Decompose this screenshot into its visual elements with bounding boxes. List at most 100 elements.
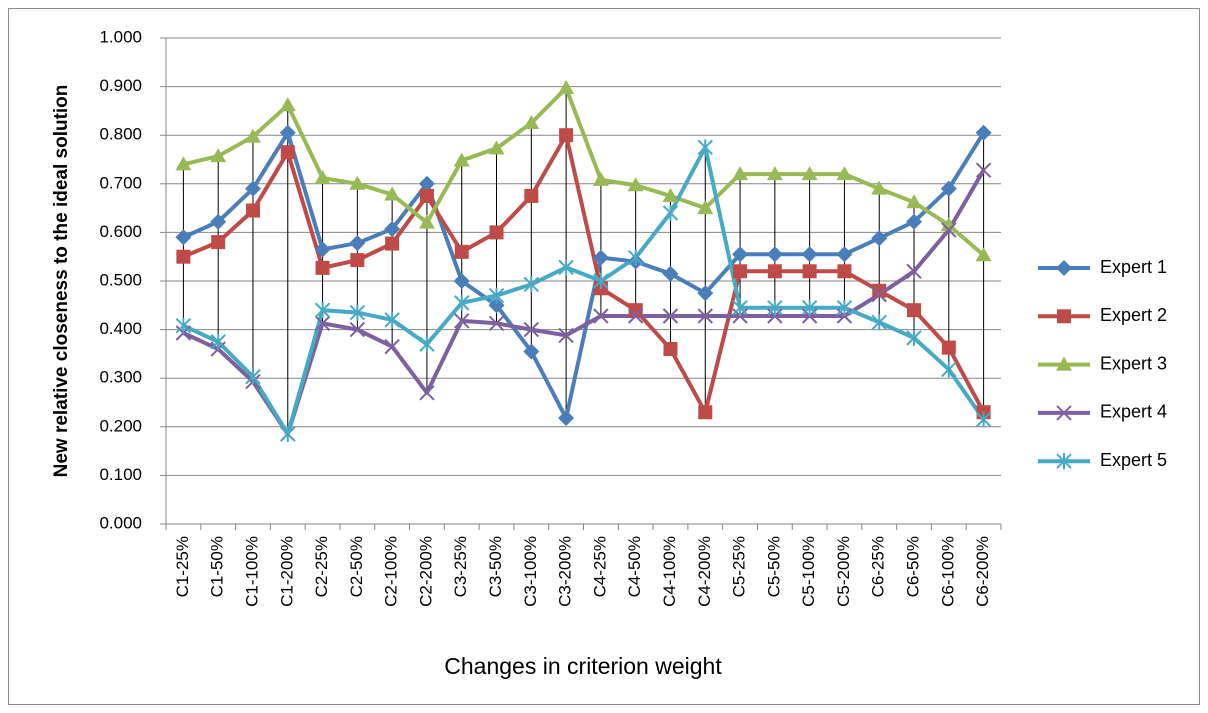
x-tick-label: C3-200% [556,536,575,607]
marker [697,139,713,156]
marker [175,156,192,171]
marker [836,299,853,316]
marker [662,265,679,282]
marker [698,405,713,420]
marker [975,124,992,141]
marker [1056,453,1072,470]
marker [801,299,818,316]
x-tick-label: C2-200% [416,536,435,607]
marker [1056,260,1072,276]
marker [523,343,540,360]
marker [593,273,609,289]
marker [801,166,818,181]
marker [314,315,331,331]
x-tick-label: C5-100% [799,536,818,607]
marker [384,186,401,201]
marker [384,338,400,355]
legend-label: Expert 1 [1100,257,1167,277]
x-tick-label: C3-100% [521,536,540,607]
marker [662,187,679,202]
marker [488,287,505,304]
x-tick-label: C6-25% [869,536,888,597]
marker [419,336,435,353]
y-tick-label: 0.300 [99,368,142,387]
marker [245,203,260,218]
marker [592,171,609,186]
marker [975,247,992,262]
marker [279,97,296,112]
marker [384,311,400,328]
marker [175,317,192,334]
marker [871,286,887,303]
x-tick-label: C1-100% [242,536,261,607]
marker [906,263,922,279]
marker [523,276,540,293]
marker [419,385,435,401]
marker [524,188,539,203]
marker [419,188,434,203]
marker [558,410,575,427]
marker [176,249,191,264]
marker [418,175,435,192]
legend-label: Expert 2 [1100,305,1167,325]
marker [907,303,922,318]
marker [349,321,366,338]
marker [906,329,922,346]
marker [940,217,957,232]
x-axis-title: Changes in criterion weight [444,653,722,679]
y-tick-label: 0.200 [99,416,142,435]
marker [349,175,366,190]
marker [975,411,992,428]
x-tick-label: C5-25% [730,536,749,597]
marker [523,321,540,338]
y-axis-title: New relative closeness to the ideal solu… [51,85,72,478]
marker [211,235,226,250]
marker [349,235,366,252]
y-tick-label: 0.700 [99,173,142,192]
marker [836,246,853,263]
x-tick-label: C3-50% [486,536,505,597]
marker [941,361,957,378]
marker [732,246,749,263]
marker [314,241,331,258]
x-tick-label: C1-25% [173,536,192,597]
y-tick-label: 0.100 [99,465,142,484]
y-tick-label: 1.000 [99,27,142,46]
marker [767,264,782,279]
legend-label: Expert 5 [1100,450,1167,470]
marker [766,166,783,181]
marker [418,214,435,229]
marker [837,264,852,279]
marker [593,308,609,324]
x-tick-label: C2-25% [312,536,331,597]
marker [592,249,609,266]
marker [315,260,330,275]
marker [314,302,331,319]
marker [489,225,504,240]
x-tick-label: C5-50% [764,536,783,597]
x-tick-label: C2-50% [347,536,366,597]
marker [453,152,470,167]
marker [871,314,887,331]
marker [349,304,366,321]
marker [697,200,714,215]
x-tick-label: C6-50% [904,536,923,597]
marker [941,222,957,238]
marker [627,249,644,266]
x-tick-label: C4-200% [695,536,714,607]
marker [872,283,887,298]
x-tick-label: C3-25% [451,536,470,597]
marker [975,162,992,178]
marker [871,180,888,195]
y-tick-label: 0.600 [99,222,142,241]
marker [454,294,470,311]
marker [732,299,748,316]
marker [766,246,783,263]
marker [244,180,261,197]
marker [906,194,923,209]
marker [245,368,261,385]
marker [488,315,505,331]
x-tick-label: C6-100% [938,536,957,607]
marker [558,327,574,344]
